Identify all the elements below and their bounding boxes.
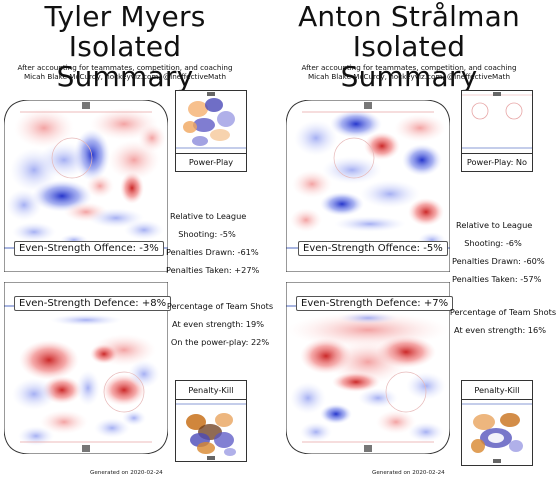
net-icon xyxy=(82,102,90,109)
relative-to-league-heading: Relative to League xyxy=(456,220,533,230)
shooting-stat: Shooting: -5% xyxy=(178,229,236,239)
penalty-kill-mini-rink: Penalty-Kill xyxy=(461,380,533,466)
defence-label: Even-Strength Defence: +7% xyxy=(296,296,454,311)
net-icon xyxy=(493,459,501,463)
relative-to-league-heading: Relative to League xyxy=(170,211,247,221)
net-icon xyxy=(82,445,90,452)
power-play-empty-svg xyxy=(462,91,532,153)
even-strength-share: At even strength: 16% xyxy=(453,325,547,335)
penalty-kill-heatmap-svg xyxy=(176,400,246,461)
subtitle: After accounting for teammates, competit… xyxy=(17,63,233,81)
player-panel-myers: Tyler Myers Isolated Summary After accou… xyxy=(4,0,274,476)
power-play-mini-rink: Power-Play: No xyxy=(461,90,533,172)
penalty-kill-mini-rink: Penalty-Kill xyxy=(175,380,247,462)
page-title: Anton Strålman Isolated Summary xyxy=(298,0,520,93)
penalties-drawn-stat: Penalties Drawn: -60% xyxy=(452,256,545,266)
power-play-label: Power-Play: No xyxy=(462,153,532,171)
net-icon xyxy=(207,456,215,460)
shooting-stat: Shooting: -6% xyxy=(464,238,522,248)
power-play-share: On the power-play: 22% xyxy=(170,337,270,347)
generated-date: Generated on 2020-02-24 xyxy=(372,470,445,476)
even-strength-share: At even strength: 19% xyxy=(171,319,265,329)
defence-label: Even-Strength Defence: +8% xyxy=(14,296,172,311)
team-shots-heading: Percentage of Team Shots xyxy=(449,307,557,317)
subtitle: After accounting for teammates, competit… xyxy=(301,63,517,81)
power-play-mini-rink: Power-Play xyxy=(175,90,247,172)
penalties-drawn-stat: Penalties Drawn: -61% xyxy=(166,247,259,257)
player-panel-stralman: Anton Strålman Isolated Summary After ac… xyxy=(284,0,560,480)
net-icon xyxy=(207,92,215,96)
power-play-label: Power-Play xyxy=(176,153,246,171)
power-play-heatmap-svg xyxy=(176,91,246,153)
penalty-kill-label: Penalty-Kill xyxy=(176,381,246,400)
team-shots-heading: Percentage of Team Shots xyxy=(166,301,274,311)
penalties-taken-stat: Penalties Taken: +27% xyxy=(166,265,260,275)
page-title: Tyler Myers Isolated Summary xyxy=(44,0,206,93)
net-icon xyxy=(364,445,372,452)
penalty-kill-label: Penalty-Kill xyxy=(462,381,532,400)
offence-label: Even-Strength Offence: -3% xyxy=(14,241,164,256)
net-icon xyxy=(364,102,372,109)
generated-date: Generated on 2020-02-24 xyxy=(90,470,163,476)
offence-label: Even-Strength Offence: -5% xyxy=(298,241,448,256)
penalty-kill-heatmap-svg xyxy=(462,400,532,465)
penalties-taken-stat: Penalties Taken: -57% xyxy=(452,274,542,284)
net-icon xyxy=(493,92,501,96)
